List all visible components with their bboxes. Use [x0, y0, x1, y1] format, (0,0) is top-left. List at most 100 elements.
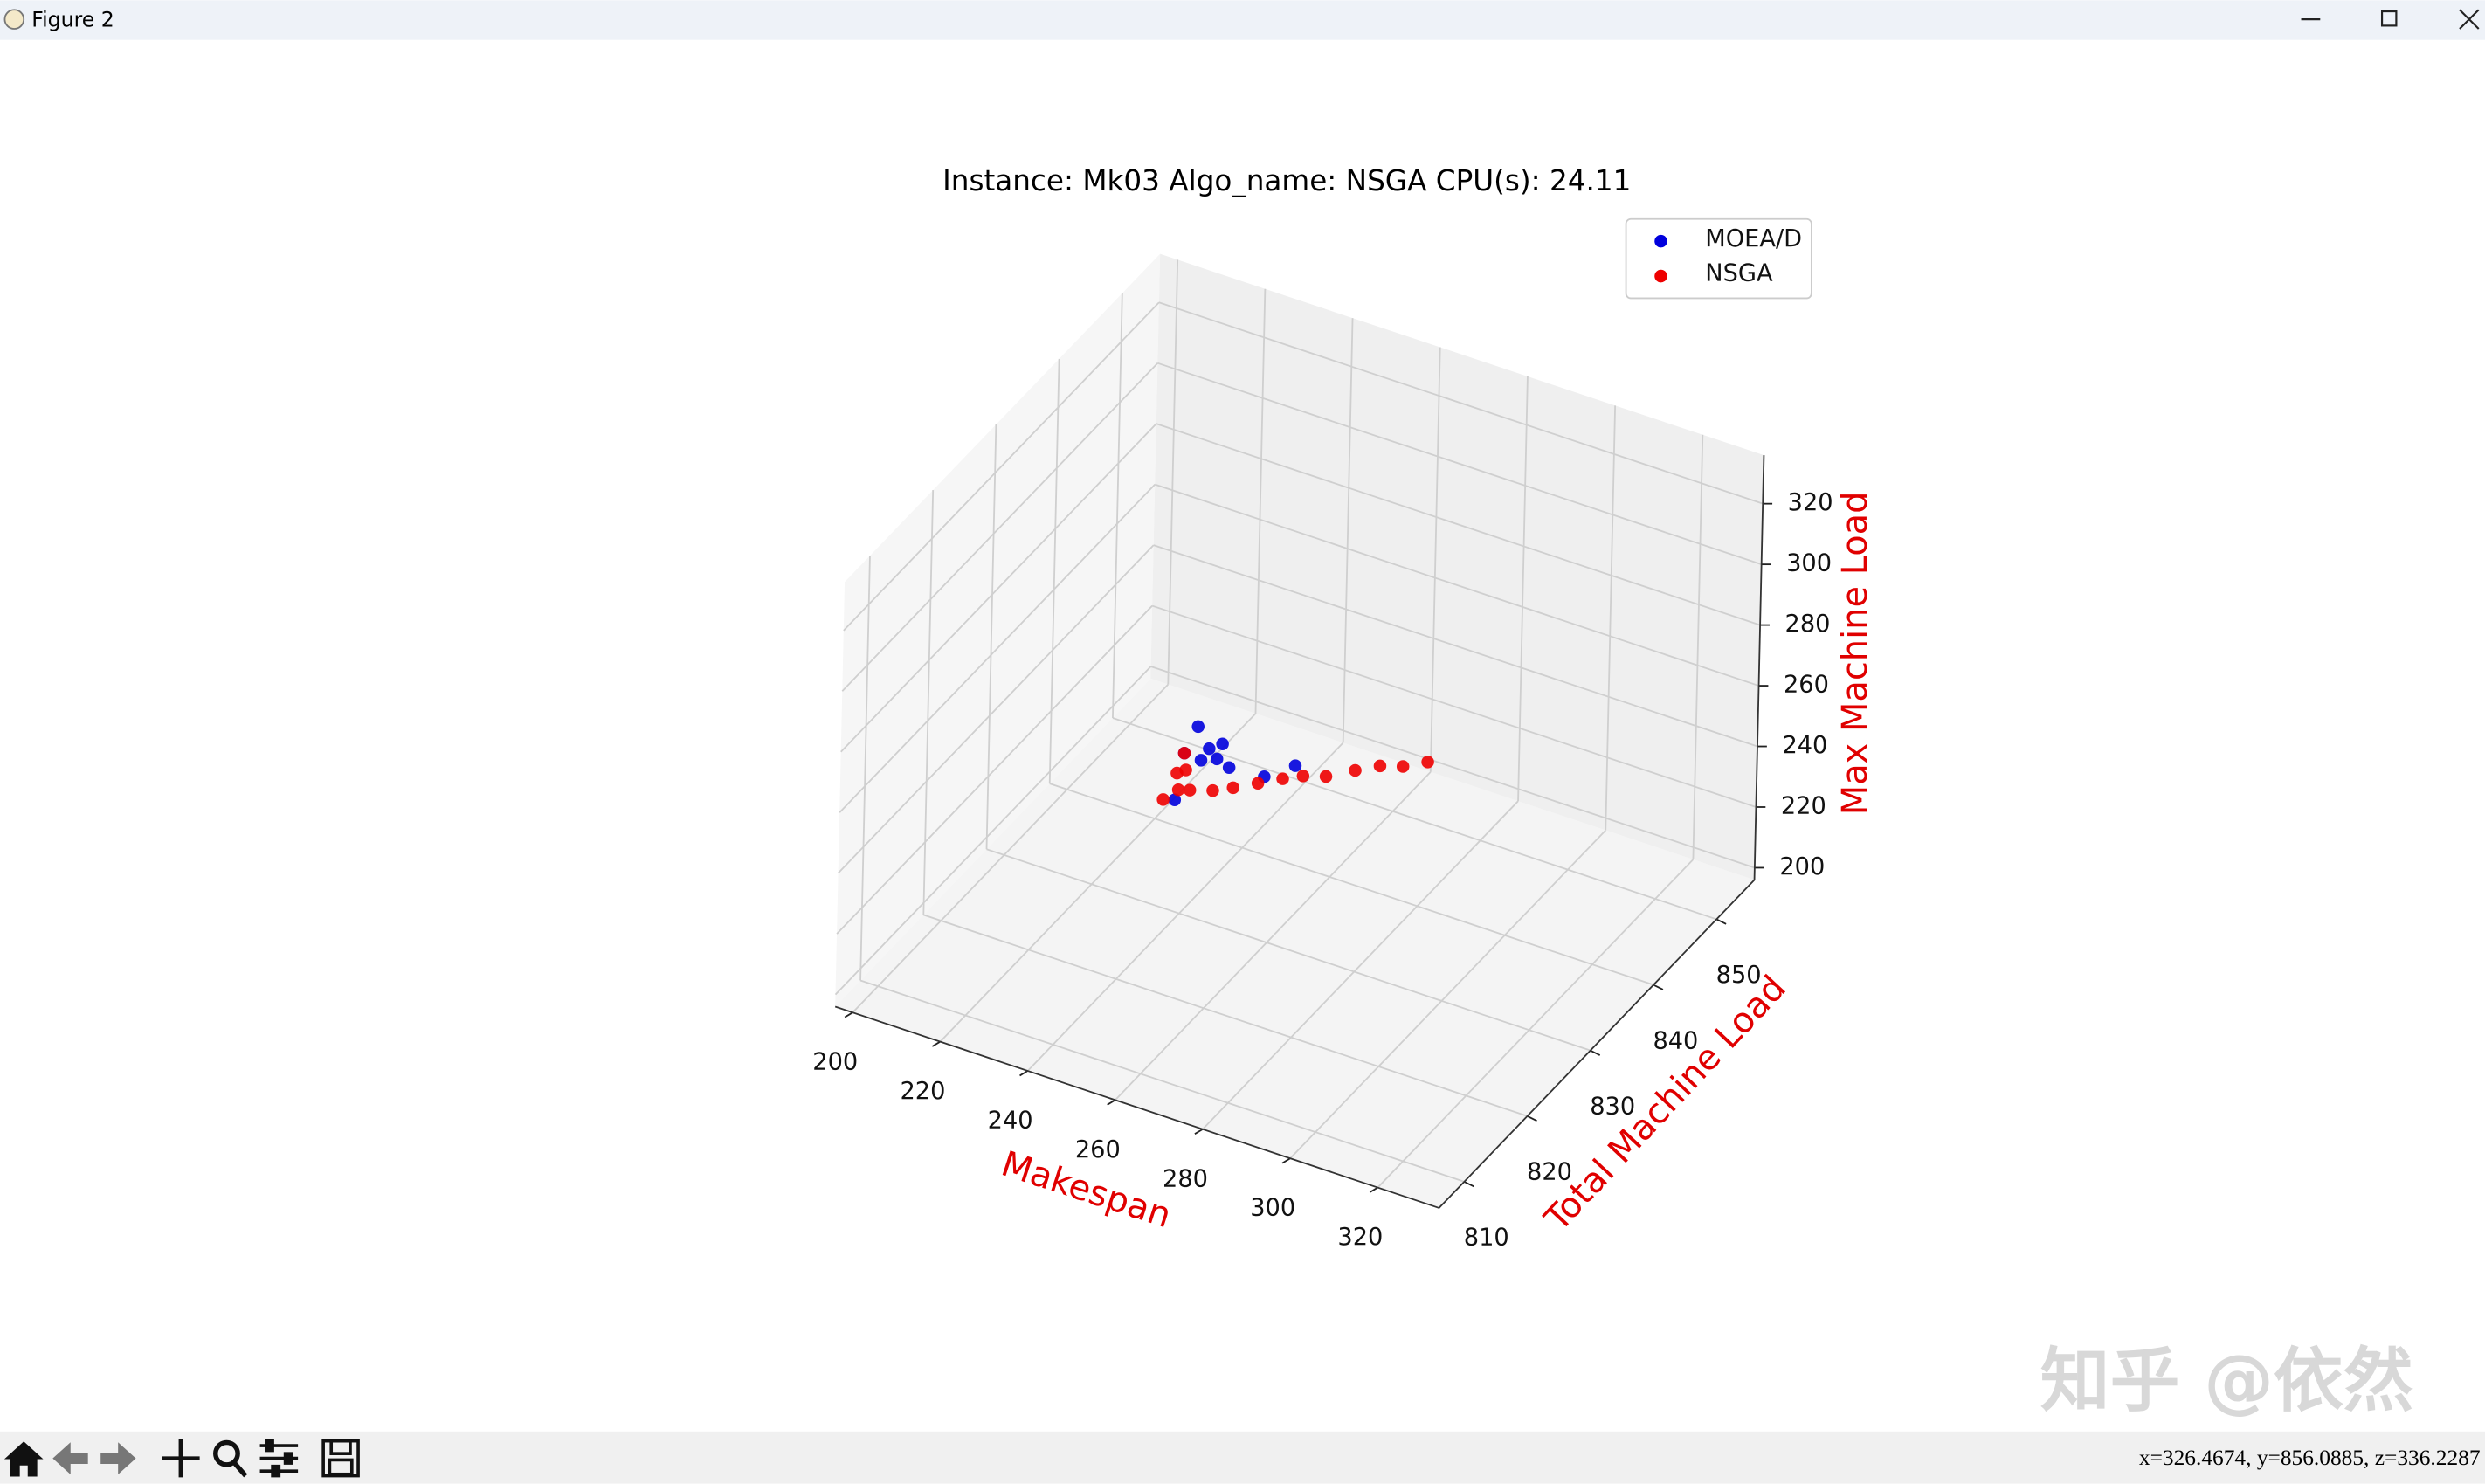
back-pane — [1150, 253, 1764, 880]
x-tick-label: 220 — [900, 1078, 945, 1105]
window-title: Figure 2 — [31, 7, 114, 31]
x-tick-label: 280 — [1163, 1165, 1208, 1192]
y-axis-line — [1438, 879, 1756, 1209]
y-tick-label: 840 — [1653, 1027, 1698, 1054]
grid-line — [1254, 288, 1267, 714]
point — [1319, 770, 1333, 783]
grid-line — [843, 301, 1160, 632]
point — [1156, 793, 1170, 806]
x-tick — [1019, 1070, 1029, 1077]
grid-line — [1151, 604, 1757, 808]
point — [1373, 759, 1387, 773]
x-tick — [844, 1011, 853, 1018]
z-tick-label: 240 — [1782, 732, 1827, 759]
save-button[interactable] — [321, 1439, 360, 1478]
chart-title: Instance: Mk03 Algo_name: NSGA CPU(s): 2… — [942, 164, 1631, 197]
grid-line — [1154, 483, 1759, 687]
zoom-button[interactable] — [213, 1439, 248, 1478]
y-tick-label: 820 — [1527, 1159, 1572, 1186]
home-button[interactable] — [3, 1441, 44, 1477]
grid-line — [1289, 829, 1606, 1159]
y-tick-label: 810 — [1464, 1225, 1509, 1252]
grid-line — [859, 979, 1465, 1183]
grid-line — [985, 424, 997, 850]
x-tick-label: 200 — [812, 1049, 858, 1076]
z-tick-label: 200 — [1779, 853, 1825, 880]
grid-line — [836, 604, 1153, 935]
z-axis-label: Max Machine Load — [1835, 492, 1875, 816]
restore-button[interactable] — [2380, 10, 2398, 27]
grid-line — [1112, 293, 1123, 719]
app-icon — [3, 9, 25, 30]
x-tick-label: 320 — [1337, 1224, 1383, 1251]
grid-line — [1026, 742, 1344, 1072]
x-tick — [1107, 1099, 1116, 1106]
grid-line — [1157, 362, 1762, 565]
point — [1183, 783, 1197, 797]
grid-line — [840, 423, 1157, 753]
grid-line — [1153, 544, 1758, 748]
grid-line — [839, 484, 1156, 813]
toolbar — [0, 1431, 2485, 1484]
x-tick — [1369, 1186, 1378, 1193]
grid-line — [1342, 318, 1354, 743]
back-button[interactable] — [52, 1442, 88, 1474]
configure-button[interactable] — [259, 1439, 299, 1478]
point — [1396, 760, 1410, 773]
point — [1216, 737, 1229, 750]
close-button[interactable] — [2459, 9, 2480, 30]
y-tick — [1653, 984, 1664, 990]
point — [1177, 746, 1191, 760]
floor-pane — [835, 678, 1755, 1208]
point — [1421, 756, 1434, 769]
x-tick-label: 240 — [988, 1108, 1033, 1135]
point — [1179, 763, 1192, 777]
grid-line — [1167, 259, 1179, 685]
legend-marker — [1654, 234, 1667, 248]
x-tick-label: 300 — [1250, 1195, 1295, 1222]
point — [1296, 770, 1310, 783]
z-tick-label: 300 — [1786, 550, 1832, 577]
left-pane — [835, 253, 1161, 1007]
grid-line — [1605, 405, 1617, 831]
pan-button[interactable] — [162, 1439, 200, 1478]
grid-line — [834, 666, 1152, 996]
point — [1206, 783, 1219, 797]
legend-label: MOEA/D — [1705, 225, 1802, 252]
grid-line — [852, 683, 1169, 1013]
point — [1194, 754, 1208, 767]
grid-line — [922, 490, 935, 915]
grid-line — [1377, 859, 1695, 1189]
y-tick — [1715, 918, 1727, 925]
grid-line — [1517, 376, 1529, 802]
z-tick-label: 260 — [1784, 672, 1829, 699]
grid-line — [986, 848, 1591, 1052]
point — [1171, 783, 1185, 797]
grid-line — [1692, 434, 1704, 859]
z-tick-label: 320 — [1788, 489, 1833, 516]
grid-line — [923, 914, 1528, 1117]
point — [1251, 777, 1265, 790]
grid-line — [1156, 423, 1761, 626]
point — [1168, 793, 1182, 806]
forward-button[interactable] — [100, 1442, 136, 1474]
point — [1210, 752, 1224, 766]
point — [1226, 781, 1240, 795]
grid-line — [1115, 771, 1432, 1101]
x-tick — [931, 1040, 941, 1047]
toolbar-icons — [3, 1439, 360, 1478]
status-text: x=326.4674, y=856.0885, z=336.2287 — [2139, 1446, 2481, 1470]
grid-line — [837, 544, 1155, 874]
grid-line — [1049, 783, 1654, 986]
point — [1349, 763, 1362, 777]
z-axis-line — [1753, 455, 1765, 880]
y-tick-label: 850 — [1716, 962, 1762, 989]
grid-line — [841, 362, 1159, 692]
point — [1222, 761, 1236, 774]
point — [1191, 720, 1205, 734]
title-bar — [0, 0, 2485, 40]
grid-line — [1202, 800, 1519, 1130]
point — [1203, 742, 1216, 756]
x-axis-line — [834, 1005, 1439, 1209]
